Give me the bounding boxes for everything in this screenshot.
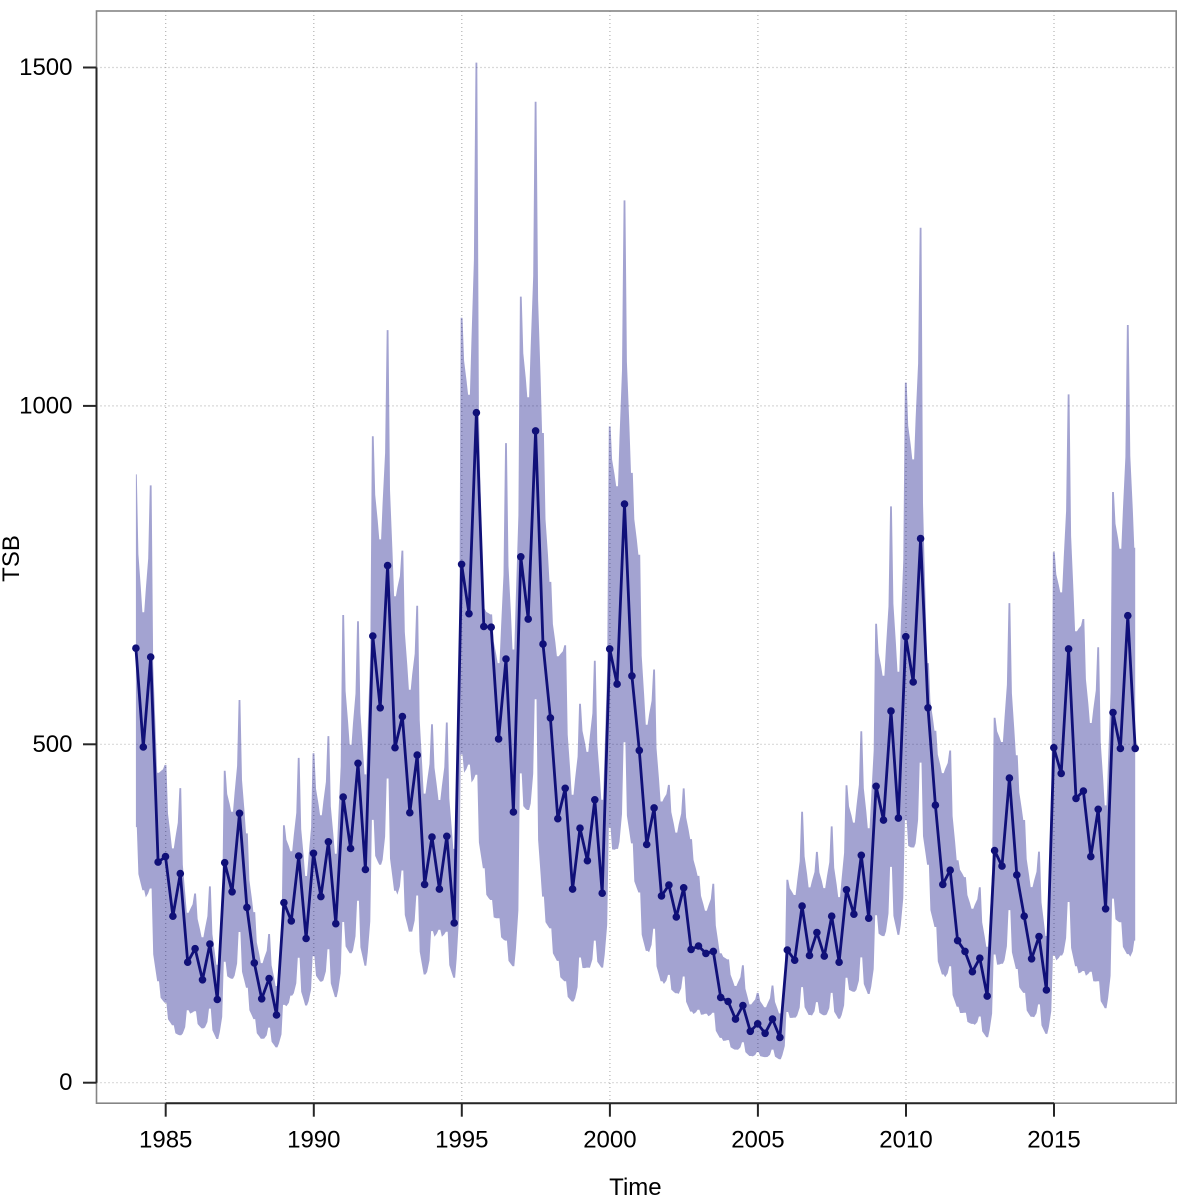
svg-text:1000: 1000 [19,392,72,419]
svg-text:2000: 2000 [583,1127,636,1154]
svg-text:1985: 1985 [139,1127,192,1154]
svg-text:2010: 2010 [879,1127,932,1154]
svg-text:0: 0 [59,1069,72,1096]
svg-text:2015: 2015 [1027,1127,1080,1154]
svg-text:Time: Time [609,1174,661,1200]
svg-text:TSB: TSB [0,535,25,582]
svg-text:500: 500 [32,731,72,758]
svg-text:2005: 2005 [731,1127,784,1154]
svg-text:1990: 1990 [287,1127,340,1154]
svg-text:1500: 1500 [19,54,72,81]
svg-text:1995: 1995 [435,1127,488,1154]
